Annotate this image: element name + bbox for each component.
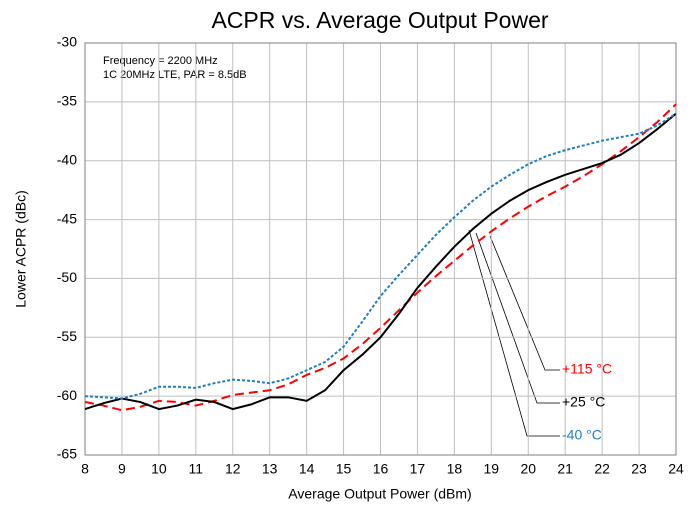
annotation: 1C 20MHz LTE, PAR = 8.5dB [103, 69, 247, 81]
x-tick-label: 13 [262, 461, 278, 477]
x-tick-label: 20 [520, 461, 536, 477]
series-line [84, 112, 677, 400]
y-tick-label: -40 [57, 151, 77, 167]
leader-lines [468, 229, 560, 437]
x-tick-label: 15 [336, 461, 352, 477]
y-tick-label: -55 [57, 328, 77, 344]
annotation: Frequency = 2200 MHz [103, 55, 218, 67]
y-tick-label: -60 [57, 387, 77, 403]
x-tick-label: 19 [484, 461, 500, 477]
legend-label: +25 °C [562, 394, 605, 410]
series-line [84, 112, 677, 411]
x-tick-label: 17 [410, 461, 426, 477]
legend-label: -40 °C [562, 427, 602, 443]
plot-frame [84, 42, 677, 456]
x-tick-label: 18 [447, 461, 463, 477]
y-tick-label: -50 [57, 269, 77, 285]
x-tick-label: 23 [631, 461, 647, 477]
x-tick-label: 12 [225, 461, 241, 477]
y-axis-label: Lower ACPR (dBc) [13, 190, 29, 307]
x-tick-label: 24 [668, 461, 684, 477]
x-axis-label: Average Output Power (dBm) [288, 486, 471, 502]
legend-label: +115 °C [562, 361, 612, 377]
x-tick-label: 11 [189, 461, 204, 477]
x-tick-label: 9 [118, 461, 126, 477]
y-tick-label: -45 [57, 210, 77, 226]
x-tick-label: 8 [81, 461, 89, 477]
chart-title: ACPR vs. Average Output Power [211, 7, 548, 33]
y-tick-label: -35 [57, 93, 77, 109]
x-tick-label: 14 [299, 461, 315, 477]
x-tick-label: 16 [373, 461, 389, 477]
x-tick-label: 10 [151, 461, 167, 477]
y-tick-label: -30 [57, 34, 77, 50]
x-tick-label: 21 [557, 461, 573, 477]
x-tick-label: 22 [594, 461, 610, 477]
y-tick-label: -65 [57, 446, 77, 462]
